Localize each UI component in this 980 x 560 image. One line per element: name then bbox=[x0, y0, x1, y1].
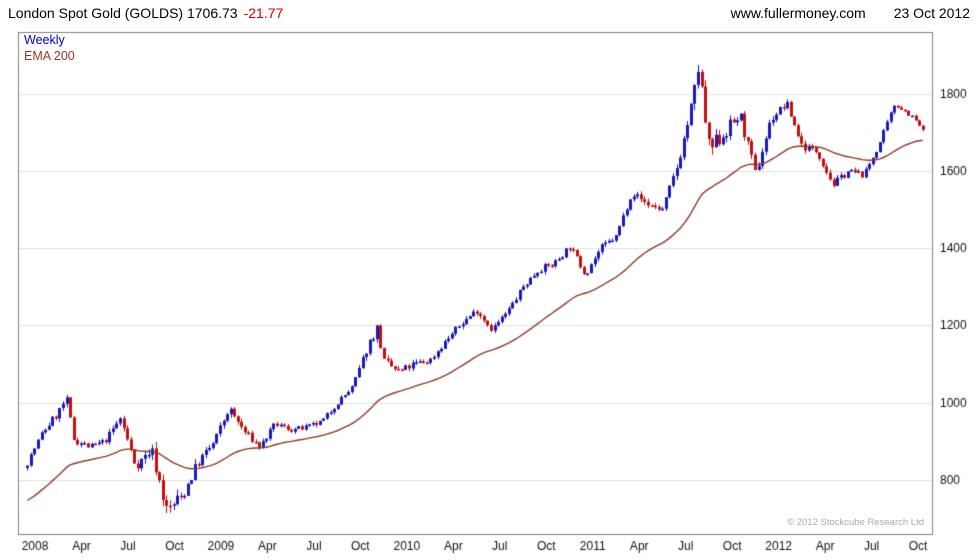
price-change: -21.77 bbox=[243, 5, 284, 21]
chart-plot-area: Weekly EMA 200 © 2012 Stockcube Research… bbox=[0, 26, 980, 560]
legend-timeframe: Weekly bbox=[24, 33, 65, 47]
legend-ema-200: EMA 200 bbox=[24, 49, 75, 63]
copyright-watermark: © 2012 Stockcube Research Ltd bbox=[787, 517, 924, 528]
chart-header: London Spot Gold (GOLDS) 1706.73 -21.77 … bbox=[0, 0, 980, 26]
price-chart-canvas bbox=[0, 26, 980, 560]
site-watermark: www.fullermoney.com bbox=[730, 5, 866, 21]
title-group: London Spot Gold (GOLDS) 1706.73 -21.77 bbox=[0, 5, 283, 21]
chart-legend: Weekly EMA 200 bbox=[24, 32, 75, 64]
chart-title: London Spot Gold (GOLDS) 1706.73 bbox=[8, 5, 238, 21]
header-right-group: www.fullermoney.com 23 Oct 2012 bbox=[731, 5, 980, 21]
chart-date: 23 Oct 2012 bbox=[893, 5, 970, 21]
